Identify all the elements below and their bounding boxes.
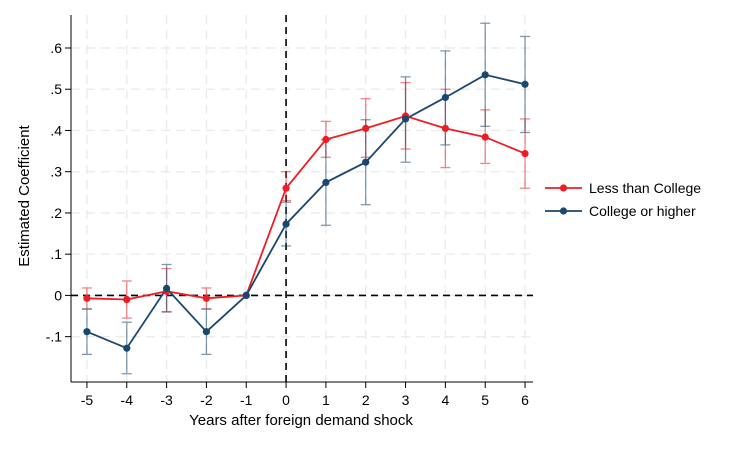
x-tick-label-2: -3	[160, 392, 173, 408]
point-college-or-higher-3	[202, 328, 211, 336]
tick-labels: -.1 0 .1 .2 .3 .4 .5 .6 -5 -4 -3 -2 -1 0 1 2 3 4 5 6	[46, 40, 529, 408]
x-tick-label-9: 4	[441, 392, 449, 408]
x-tick-label-10: 5	[481, 392, 489, 408]
point-less-than-college-11	[521, 149, 529, 158]
point-college-or-higher-4	[242, 291, 250, 300]
legend-swatch-marker	[559, 207, 568, 215]
x-tick-label-0: -5	[81, 392, 94, 408]
y-tick-label-1: 0	[54, 287, 62, 303]
y-tick-label-7: .6	[50, 40, 62, 56]
point-college-or-higher-8	[401, 115, 410, 123]
y-tick-label-4: .3	[50, 164, 62, 180]
x-tick-label-6: 1	[322, 392, 330, 408]
y-tick-label-2: .1	[50, 246, 62, 262]
series-points	[83, 71, 529, 352]
point-less-than-college-9	[441, 124, 449, 132]
point-less-than-college-6	[322, 135, 330, 144]
point-less-than-college-10	[481, 133, 489, 141]
x-tick-label-3: -2	[200, 392, 213, 408]
point-college-or-higher-1	[123, 344, 131, 352]
point-college-or-higher-5	[282, 220, 290, 228]
legend-item-0: Less than College	[545, 180, 701, 196]
error-bars	[81, 22, 531, 375]
point-less-than-college-7	[362, 124, 370, 132]
x-tick-label-8: 3	[402, 392, 410, 408]
x-tick-label-5: 0	[282, 392, 290, 408]
series-lines	[86, 73, 526, 350]
point-college-or-higher-10	[481, 71, 489, 79]
legend-item-1: College or higher	[545, 203, 696, 219]
legend-label: Less than College	[589, 180, 701, 196]
point-college-or-higher-11	[521, 80, 529, 88]
x-tick-label-7: 2	[362, 392, 370, 408]
point-less-than-college-5	[282, 184, 290, 192]
y-tick-label-6: .5	[50, 81, 62, 97]
point-college-or-higher-2	[162, 284, 171, 292]
series-line-college-or-higher	[86, 73, 526, 350]
x-tick-label-4: -1	[240, 392, 253, 408]
y-axis-label: Estimated Coefficient	[16, 124, 33, 266]
point-college-or-higher-9	[441, 93, 449, 102]
x-tick-label-11: 6	[521, 392, 529, 408]
legend: Less than College College or higher	[545, 180, 701, 219]
x-axis-label: Years after foreign demand shock	[189, 412, 413, 429]
point-less-than-college-0	[83, 294, 91, 302]
legend-swatch-marker	[559, 184, 568, 192]
series-line-less-than-college	[86, 115, 526, 301]
point-less-than-college-3	[202, 294, 211, 302]
y-tick-label-0: -.1	[46, 329, 63, 345]
y-tick-label-3: .2	[50, 205, 62, 221]
legend-label: College or higher	[589, 203, 696, 219]
axes	[65, 15, 533, 388]
point-less-than-college-1	[123, 295, 131, 304]
y-tick-label-5: .4	[50, 122, 62, 138]
x-tick-label-1: -4	[121, 392, 134, 408]
point-college-or-higher-6	[322, 178, 330, 187]
point-college-or-higher-0	[83, 328, 91, 336]
point-college-or-higher-7	[362, 158, 370, 166]
